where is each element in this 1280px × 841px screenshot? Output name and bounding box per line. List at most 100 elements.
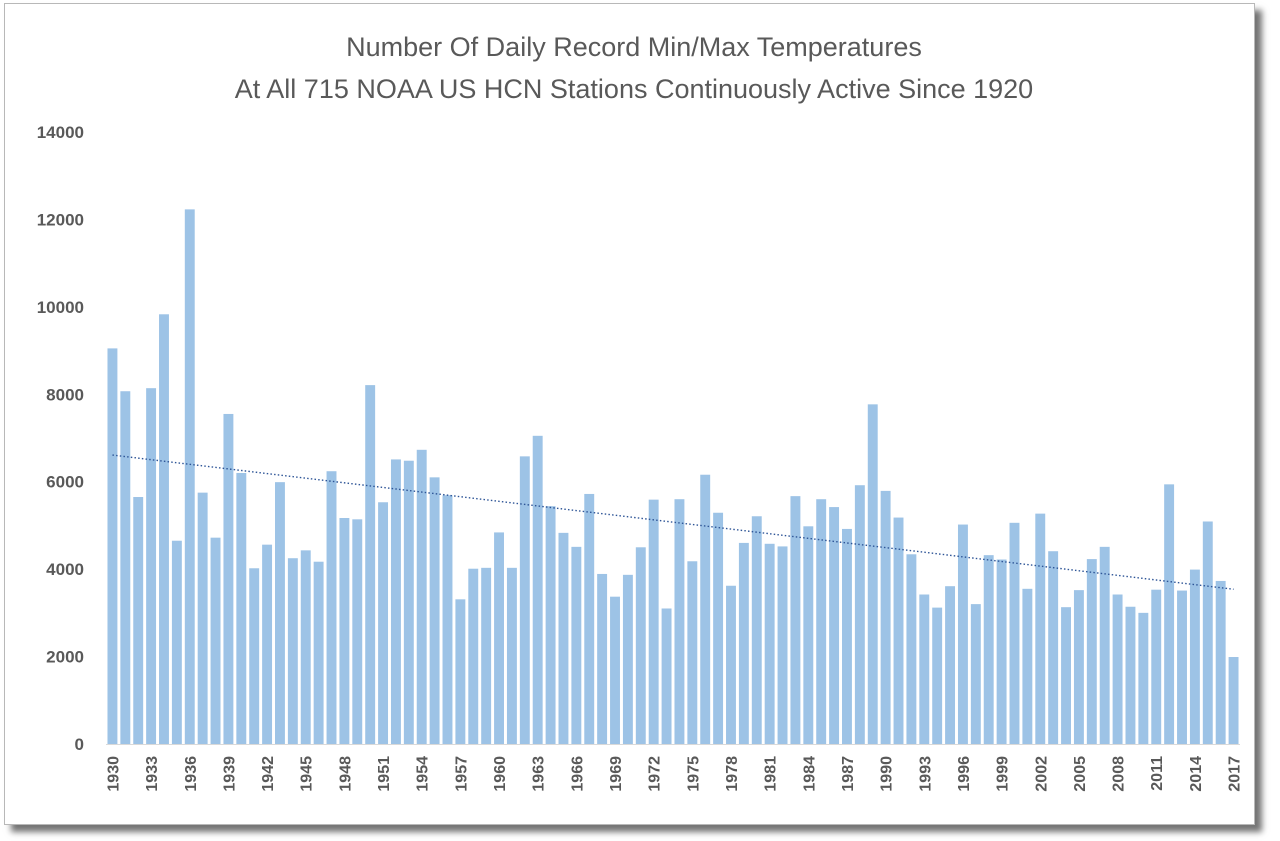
bar-1978 [726, 585, 736, 744]
bar-1981 [764, 543, 775, 744]
bar-1942 [262, 544, 273, 744]
x-tick-label: 1930 [105, 756, 122, 792]
bar-1962 [519, 456, 530, 744]
bar-2012 [1164, 484, 1175, 744]
x-tick-label: 1978 [724, 756, 741, 792]
bar-1991 [893, 517, 904, 744]
x-tick-label: 1960 [492, 756, 509, 792]
bar-1983 [790, 496, 801, 744]
y-tick-label: 8000 [46, 385, 84, 404]
trendline [112, 454, 1234, 590]
bar-2015 [1202, 521, 1213, 744]
bar-1937 [197, 492, 208, 744]
bar-2010 [1138, 612, 1149, 744]
bar-1949 [352, 519, 363, 744]
bar-1995 [945, 586, 956, 744]
bar-1964 [545, 506, 556, 744]
bar-1950 [365, 385, 376, 744]
bar-2013 [1177, 590, 1187, 744]
bar-1999 [996, 559, 1007, 744]
chart-canvas: Number Of Daily Record Min/Max Temperatu… [37, 32, 1244, 792]
x-tick-label: 1966 [569, 756, 586, 792]
bar-1955 [429, 477, 440, 744]
y-tick-label: 14000 [37, 123, 84, 142]
bar-2014 [1189, 569, 1200, 744]
x-tick-label: 1945 [299, 756, 316, 792]
bar-2006 [1086, 559, 1097, 744]
x-tick-label: 1969 [608, 756, 625, 792]
x-tick-label: 1963 [531, 756, 548, 792]
bar-2004 [1061, 607, 1071, 744]
y-tick-label: 10000 [37, 298, 84, 317]
bar-1989 [867, 404, 878, 744]
bar-1982 [777, 546, 788, 744]
bar-1932 [133, 497, 144, 744]
x-tick-label: 1957 [453, 756, 470, 792]
bar-1933 [146, 388, 157, 744]
bar-1965 [558, 532, 569, 744]
bar-1993 [919, 594, 930, 744]
bar-1958 [468, 568, 479, 744]
bar-2007 [1099, 546, 1110, 744]
bar-2009 [1125, 606, 1136, 744]
bar-2000 [1009, 522, 1020, 744]
x-tick-label: 1936 [183, 756, 200, 792]
x-tick-label: 1939 [221, 756, 238, 792]
x-tick-label: 1990 [879, 756, 896, 792]
x-tick-label: 2002 [1033, 756, 1050, 792]
bar-1998 [983, 555, 994, 744]
bar-1986 [829, 507, 840, 744]
x-tick-label: 1948 [337, 756, 354, 792]
chart-title-line-2: At All 715 NOAA US HCN Stations Continuo… [235, 74, 1033, 104]
bar-1980 [751, 516, 762, 744]
bar-1959 [481, 567, 492, 744]
bar-1987 [842, 528, 852, 744]
bar-1947 [326, 471, 337, 744]
bar-1940 [236, 472, 247, 744]
bar-1943 [275, 482, 285, 744]
bar-1972 [648, 499, 659, 744]
x-tick-label: 1996 [956, 756, 973, 792]
bar-1945 [300, 550, 311, 744]
bar-1994 [932, 607, 943, 744]
bar-1952 [390, 459, 401, 744]
bar-1997 [970, 604, 981, 744]
bar-2001 [1022, 588, 1033, 744]
bar-1941 [249, 568, 260, 744]
bar-1939 [223, 413, 234, 744]
bar-2002 [1035, 513, 1046, 744]
bar-2003 [1048, 551, 1059, 744]
bar-1936 [184, 209, 195, 744]
bar-2008 [1112, 594, 1123, 744]
x-tick-label: 1951 [376, 756, 393, 792]
bar-1944 [287, 558, 298, 744]
x-tick-label: 1975 [685, 756, 702, 792]
bar-1977 [713, 512, 724, 744]
bar-1938 [210, 537, 221, 744]
x-tick-label: 1942 [260, 756, 277, 792]
bar-1960 [494, 532, 504, 744]
bar-1984 [803, 526, 814, 744]
bar-1979 [738, 542, 749, 744]
bar-1954 [416, 449, 427, 744]
x-tick-label: 1999 [995, 756, 1012, 792]
bar-1976 [700, 474, 711, 744]
y-tick-label: 0 [75, 735, 84, 754]
bar-1934 [159, 314, 169, 744]
bar-1948 [339, 518, 350, 744]
bar-1988 [854, 485, 865, 744]
x-tick-label: 2014 [1188, 756, 1205, 792]
bar-1963 [532, 435, 543, 744]
x-tick-label: 2008 [1111, 756, 1128, 792]
bar-1946 [313, 561, 324, 744]
x-tick-label: 1981 [763, 756, 780, 792]
bar-1971 [635, 547, 646, 744]
bar-1973 [661, 608, 672, 744]
bar-1957 [455, 599, 466, 744]
bar-1990 [880, 490, 891, 744]
y-tick-label: 4000 [46, 560, 84, 579]
bar-1975 [687, 561, 698, 744]
x-tick-label: 2011 [1149, 756, 1166, 791]
x-tick-label: 1987 [840, 756, 857, 792]
x-tick-label: 1984 [801, 756, 818, 792]
